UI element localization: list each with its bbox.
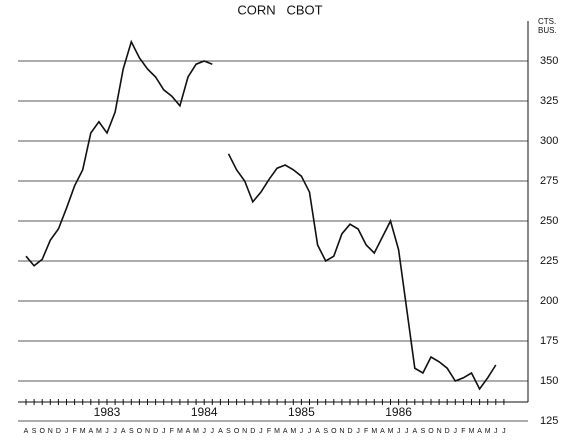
chart-title: CORN CBOT	[237, 2, 322, 17]
x-tick-label: M	[80, 428, 86, 435]
x-tick-label: A	[380, 428, 385, 435]
x-tick-label: A	[88, 428, 93, 435]
x-tick-label: J	[494, 428, 498, 435]
x-tick-label: J	[259, 428, 263, 435]
x-tick-label: D	[445, 428, 450, 435]
y-tick-label: 225	[540, 255, 558, 267]
x-tick-label: F	[170, 428, 174, 435]
y-tick-label: 275	[540, 175, 558, 187]
x-tick-label: M	[177, 428, 183, 435]
x-tick-label: J	[113, 428, 117, 435]
x-tick-label: M	[485, 428, 491, 435]
y-tick-label: 200	[540, 295, 558, 307]
x-tick-label: J	[308, 428, 312, 435]
x-tick-label: A	[412, 428, 417, 435]
x-tick-label: A	[121, 428, 126, 435]
y-tick-label: 150	[540, 375, 558, 387]
x-tick-label: F	[364, 428, 368, 435]
x-tick-label: A	[24, 428, 29, 435]
year-label: 1983	[94, 405, 121, 419]
y-tick-label: 350	[540, 55, 558, 67]
x-tick-label: O	[331, 428, 337, 435]
x-tick-label: A	[218, 428, 223, 435]
x-tick-label: D	[153, 428, 158, 435]
x-tick-label: O	[137, 428, 143, 435]
year-label: 1986	[385, 405, 412, 419]
y-tick-label: 325	[540, 95, 558, 107]
unit-label: BUS.	[538, 26, 557, 35]
x-tick-label: D	[56, 428, 61, 435]
x-tick-label: J	[356, 428, 360, 435]
x-tick-label: J	[105, 428, 109, 435]
x-tick-label: S	[32, 428, 37, 435]
x-tick-label: F	[267, 428, 271, 435]
x-tick-label: S	[129, 428, 134, 435]
x-tick-label: J	[202, 428, 206, 435]
x-tick-label: D	[250, 428, 255, 435]
y-tick-label: 175	[540, 335, 558, 347]
x-tick-label: D	[347, 428, 352, 435]
year-label: 1984	[191, 405, 218, 419]
x-tick-label: J	[162, 428, 166, 435]
y-tick-label: 125	[540, 415, 558, 427]
x-tick-label: M	[388, 428, 394, 435]
x-tick-label: J	[397, 428, 401, 435]
x-tick-label: O	[234, 428, 240, 435]
x-tick-label: J	[300, 428, 304, 435]
year-label: 1985	[288, 405, 315, 419]
x-tick-label: S	[226, 428, 231, 435]
x-tick-label: M	[96, 428, 102, 435]
x-tick-label: M	[193, 428, 199, 435]
x-tick-label: A	[477, 428, 482, 435]
x-tick-label: N	[145, 428, 150, 435]
x-tick-label: S	[323, 428, 328, 435]
price-line	[25, 39, 497, 391]
y-tick-label: 300	[540, 135, 558, 147]
x-tick-label: A	[283, 428, 288, 435]
x-tick-label: N	[48, 428, 53, 435]
unit-label: CTS.	[538, 17, 556, 26]
x-tick-label: M	[290, 428, 296, 435]
x-tick-label: F	[461, 428, 465, 435]
x-tick-label: O	[39, 428, 45, 435]
x-tick-label: M	[371, 428, 377, 435]
x-tick-label: N	[339, 428, 344, 435]
x-tick-label: J	[502, 428, 506, 435]
x-tick-label: J	[405, 428, 409, 435]
x-tick-label: M	[469, 428, 475, 435]
x-tick-label: J	[65, 428, 69, 435]
x-tick-label: J	[454, 428, 458, 435]
x-tick-label: O	[428, 428, 434, 435]
y-tick-label: 250	[540, 215, 558, 227]
x-tick-label: J	[211, 428, 215, 435]
x-tick-label: N	[242, 428, 247, 435]
x-tick-label: M	[274, 428, 280, 435]
x-tick-label: N	[437, 428, 442, 435]
x-tick-label: F	[72, 428, 76, 435]
x-tick-label: S	[421, 428, 426, 435]
x-tick-label: A	[315, 428, 320, 435]
x-tick-label: A	[186, 428, 191, 435]
